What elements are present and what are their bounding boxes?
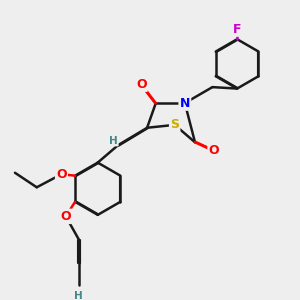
Text: H: H xyxy=(109,136,118,146)
Text: N: N xyxy=(180,97,190,110)
Text: H: H xyxy=(74,291,83,300)
Text: O: O xyxy=(61,210,71,223)
Text: O: O xyxy=(136,78,147,91)
Text: O: O xyxy=(208,145,219,158)
Text: S: S xyxy=(170,118,179,131)
Text: O: O xyxy=(56,168,67,181)
Text: F: F xyxy=(233,22,242,35)
